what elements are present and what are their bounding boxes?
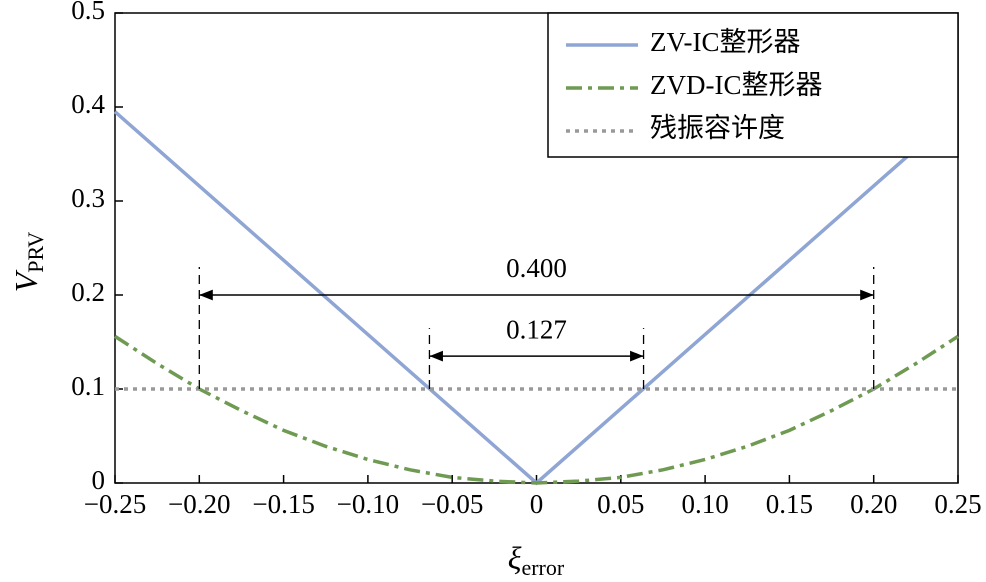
y-tick-label: 0.4: [71, 89, 105, 119]
y-axis-label: VPRV: [8, 232, 48, 293]
x-tick-label: 0.20: [850, 489, 897, 519]
x-tick-label: −0.05: [421, 489, 483, 519]
x-tick-label: −0.20: [168, 489, 230, 519]
annotation-label: 0.127: [506, 314, 567, 344]
y-tick-label: 0.3: [71, 183, 105, 213]
x-tick-label: 0: [530, 489, 544, 519]
line-series: [113, 110, 960, 486]
x-tick-label: 0.15: [766, 489, 813, 519]
y-tick-label: 0: [92, 465, 106, 495]
x-axis-label: ξerror: [508, 540, 565, 580]
x-tick-label: −0.15: [252, 489, 314, 519]
x-tick-label: −0.25: [84, 489, 146, 519]
x-tick-label: −0.10: [337, 489, 399, 519]
legend-box: [547, 12, 959, 158]
legend-label: 残振容许度: [650, 113, 785, 143]
legend-label: ZV-IC整形器: [650, 27, 801, 57]
y-tick-label: 0.2: [71, 277, 105, 307]
x-tick-label: 0.10: [681, 489, 728, 519]
annotation-label: 0.400: [506, 253, 567, 283]
x-tick-label: 0.25: [934, 489, 981, 519]
y-tick-label: 0.1: [71, 371, 105, 401]
line-series: [114, 334, 959, 485]
legend-label: ZVD-IC整形器: [650, 70, 822, 100]
x-tick-label: 0.05: [597, 489, 644, 519]
y-tick-label: 0.5: [71, 0, 105, 25]
